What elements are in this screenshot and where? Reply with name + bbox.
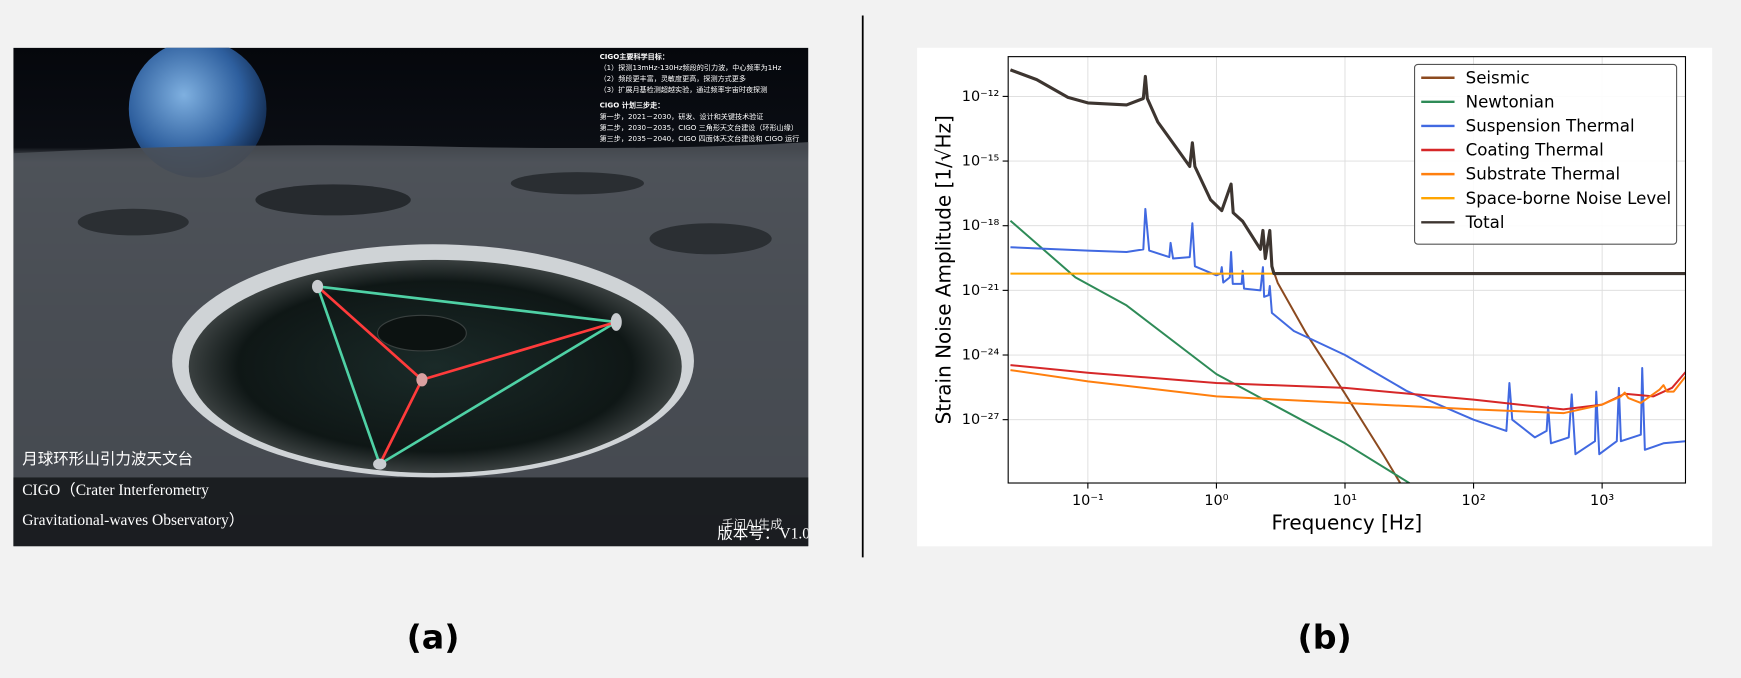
plan-step: 第二步，2030－2035，CIGO 三角形天文台建设（环形山缘） [600,123,798,132]
arm [378,379,424,465]
legend-label: Suspension Thermal [1466,116,1635,135]
y-tick-label: 10⁻²¹ [962,283,1000,299]
crater [188,259,682,474]
series-line [1010,207,1686,456]
legend-box [1414,63,1678,245]
y-tick-label: 10⁻¹⁸ [962,218,1000,234]
panel-label: (a) [407,617,460,656]
x-tick-label: 10⁻¹ [1072,493,1104,509]
legend-label: Coating Thermal [1466,141,1604,160]
series-line [1009,68,1686,276]
small-crater [649,223,772,255]
legend-label: Substrate Thermal [1466,165,1621,184]
legend-label: Total [1465,213,1505,232]
series-line [1010,369,1686,415]
arm [317,285,617,324]
legend-label: Seismic [1466,68,1530,87]
x-tick-label: 10³ [1590,493,1614,509]
panel-label: (b) [1297,617,1351,656]
caption: CIGO（Crater Interferometry [22,482,209,499]
station [416,373,428,387]
plan-step: 第一步，2021－2030，研发、设计和关键技术验证 [600,112,764,121]
y-axis-label: Strain Noise Amplitude [1/√Hz] [931,115,955,424]
caption: Gravitational-waves Observatory） [22,512,244,529]
legend-label: Newtonian [1466,92,1555,111]
plan-step: 第三步，2035－2040，CIGO 四面体天文台建设和 CIGO 运行 [600,134,800,143]
y-tick-label: 10⁻¹⁵ [962,153,1000,169]
station [373,458,387,470]
y-tick-label: 10⁻¹² [962,89,1000,105]
panel-a: CIGO主要科学目标： （1）探测13mHz-130Hz频段的引力波，中心频率为… [13,47,818,547]
x-tick-label: 10¹ [1333,493,1357,509]
plot-frame [1007,56,1687,484]
series-line [1009,219,1411,484]
x-tick-label: 10² [1461,493,1485,509]
caption: 月球环形山引力波天文台 [22,450,193,468]
note: （2）频段更丰富，灵敏度更高，探测方式更多 [600,74,746,83]
arm [421,320,617,382]
y-tick-label: 10⁻²⁴ [962,347,1000,363]
notes-title: CIGO主要科学目标： [600,52,669,61]
plan-title: CIGO 计划三步走： [600,101,665,110]
arm [316,286,381,465]
small-crater [255,184,411,216]
arm [316,285,423,381]
arm [379,320,617,466]
watermark: 千问AI生成 [722,518,783,532]
small-crater [510,172,644,195]
station [312,279,324,294]
note: （1）探测13mHz-130Hz频段的引力波，中心频率为1Hz [600,63,782,72]
legend-label: Space-borne Noise Level [1466,189,1671,208]
note: （3）扩展月基检测超越实验，通过频率宇宙时夜探测 [600,85,768,94]
y-tick-label: 10⁻²⁷ [962,412,1000,428]
station [610,313,622,331]
detector-arms [316,285,617,466]
plot: 10⁻¹ 10⁰ 10¹ 10² 10³ 10⁻²⁷ 10⁻²⁴ 10⁻²¹ 10⁻¹⁸ 10⁻¹… [931,56,1687,535]
foreground [13,477,809,547]
inner-crater [376,314,467,352]
x-axis-label: Frequency [Hz] [1272,511,1423,535]
earth [128,47,267,178]
version: 版本号：V1.02 [717,525,818,543]
x-tick-label: 10⁰ [1204,493,1228,509]
series-group [1009,68,1686,484]
series-line [1010,364,1686,411]
small-crater [77,208,189,236]
